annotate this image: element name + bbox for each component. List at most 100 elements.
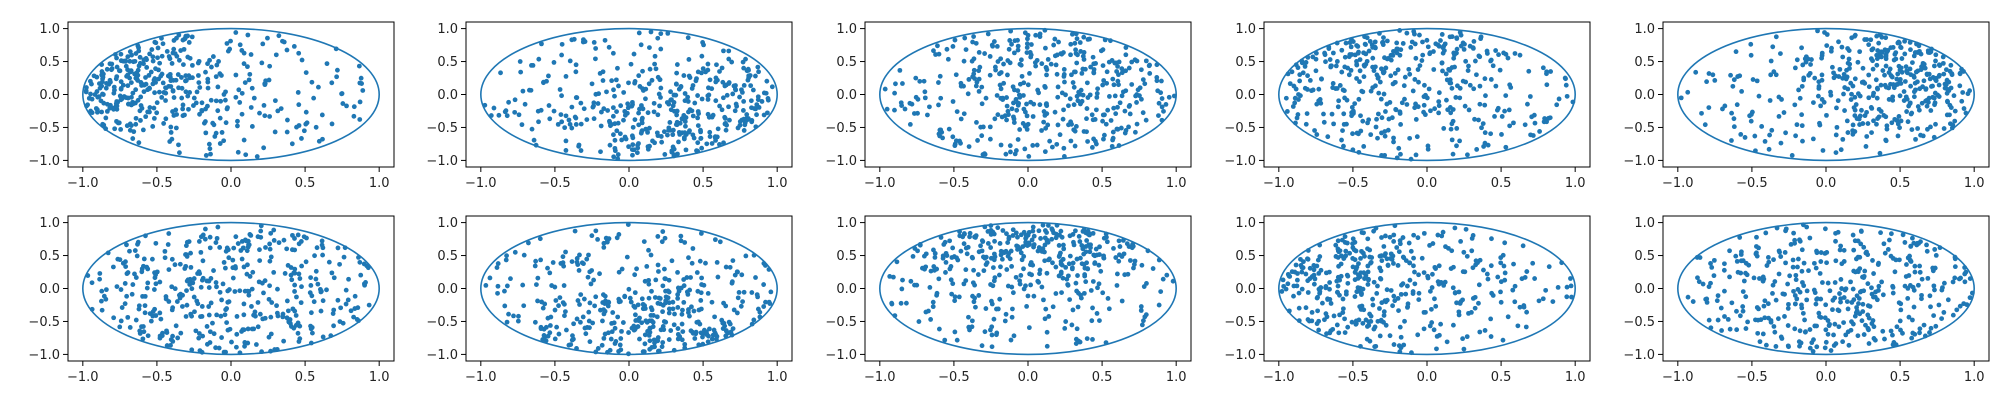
scatter-point: [1366, 277, 1371, 283]
scatter-point: [1922, 333, 1928, 339]
scatter-point: [1408, 156, 1414, 162]
scatter-point: [1869, 130, 1874, 135]
scatter-point: [215, 224, 221, 230]
scatter-point: [1889, 120, 1895, 126]
scatter-point: [1844, 299, 1850, 304]
scatter-point: [1078, 100, 1084, 105]
scatter-point: [1799, 123, 1805, 129]
scatter-point: [1084, 106, 1090, 111]
scatter-point: [1088, 245, 1093, 251]
scatter-point: [1101, 253, 1106, 259]
ellipse-boundary: [82, 27, 380, 162]
scatter-point: [564, 327, 569, 333]
scatter-point: [1293, 86, 1299, 92]
scatter-point: [1903, 94, 1909, 100]
scatter-point: [94, 74, 100, 80]
scatter-point: [1876, 260, 1881, 266]
scatter-point: [1441, 43, 1447, 49]
scatter-point: [1931, 63, 1937, 69]
scatter-point: [746, 73, 752, 79]
scatter-point: [1908, 47, 1913, 53]
y-tick-label: −0.5: [28, 315, 60, 330]
scatter-point: [143, 114, 149, 120]
scatter-point: [1382, 133, 1388, 139]
scatter-point: [256, 279, 262, 285]
scatter-point: [1295, 112, 1301, 117]
scatter-point: [334, 74, 340, 80]
scatter-point: [176, 85, 181, 91]
scatter-point: [1050, 304, 1056, 310]
scatter-point: [1888, 231, 1894, 237]
scatter-point: [1436, 110, 1442, 116]
scatter-point: [588, 281, 594, 287]
scatter-point: [165, 242, 171, 247]
scatter-point: [1280, 277, 1286, 283]
scatter-point: [1505, 314, 1511, 320]
scatter-point: [1472, 116, 1477, 122]
scatter-point: [248, 105, 254, 110]
scatter-point: [1303, 121, 1309, 127]
scatter-point: [943, 270, 948, 275]
scatter-point: [976, 293, 982, 298]
scatter-point: [150, 309, 156, 314]
scatter-point: [1090, 337, 1095, 342]
scatter-point: [247, 232, 253, 237]
y-tick-label: −1.0: [426, 348, 458, 363]
scatter-point: [1913, 69, 1919, 75]
scatter-point: [1116, 72, 1121, 78]
scatter-point: [1444, 77, 1450, 83]
scatter-point: [1838, 277, 1844, 282]
scatter-point: [1436, 90, 1442, 96]
scatter-point: [1500, 337, 1506, 343]
scatter-point: [1057, 232, 1062, 238]
scatter-point: [1888, 328, 1894, 334]
scatter-point: [1870, 66, 1876, 72]
scatter-point: [1344, 240, 1350, 246]
scatter-point: [1429, 320, 1435, 325]
scatter-point: [267, 241, 273, 247]
scatter-point: [308, 340, 314, 346]
y-tick-label: 1.0: [836, 22, 857, 37]
scatter-point: [133, 275, 139, 280]
scatter-point: [1052, 109, 1058, 115]
scatter-point: [1011, 116, 1017, 122]
scatter-point: [184, 288, 189, 293]
scatter-point: [1143, 312, 1149, 318]
scatter-point: [1785, 281, 1791, 287]
scatter-point: [267, 283, 272, 289]
scatter-point: [539, 299, 545, 305]
scatter-point: [221, 260, 227, 265]
scatter-point: [253, 313, 258, 319]
scatter-point: [1532, 120, 1538, 126]
scatter-point: [1848, 279, 1853, 285]
scatter-point: [1299, 286, 1305, 292]
scatter-point: [1303, 60, 1309, 65]
scatter-point: [1085, 266, 1090, 271]
scatter-point: [222, 312, 228, 318]
scatter-point: [1294, 277, 1300, 283]
scatter-point: [1771, 324, 1777, 329]
scatter-point: [656, 91, 662, 97]
scatter-point: [666, 337, 672, 342]
scatter-point: [1921, 322, 1927, 328]
scatter-point: [1569, 294, 1574, 300]
scatter-point: [1381, 70, 1386, 76]
scatter-point: [647, 45, 652, 50]
scatter-point: [265, 35, 270, 41]
scatter-point: [124, 271, 130, 277]
scatter-point: [761, 282, 767, 287]
scatter-point: [1299, 269, 1305, 275]
scatter-point: [1063, 92, 1068, 98]
scatter-point: [141, 57, 147, 63]
scatter-point: [1911, 240, 1917, 246]
scatter-point: [1855, 268, 1861, 274]
scatter-point: [1393, 107, 1399, 112]
scatter-point: [675, 305, 681, 310]
scatter-point: [990, 265, 996, 271]
scatter-point: [974, 79, 980, 85]
scatter-point: [569, 125, 575, 131]
scatter-point: [658, 31, 664, 37]
scatter-point: [257, 258, 263, 263]
scatter-point: [249, 326, 255, 332]
scatter-point: [1894, 324, 1900, 330]
